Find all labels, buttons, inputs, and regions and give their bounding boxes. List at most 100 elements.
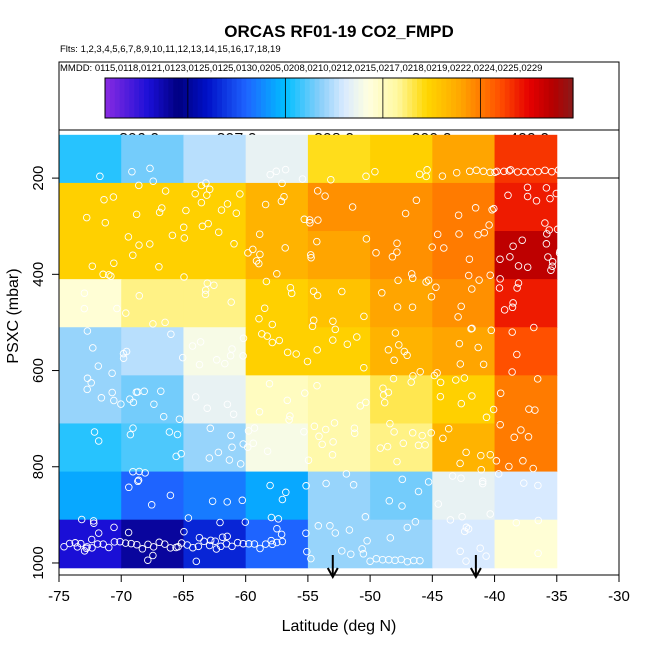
sample-point	[113, 304, 121, 313]
sample-point	[408, 303, 417, 311]
sample-point	[496, 275, 504, 283]
colorbar-segment	[456, 78, 462, 118]
sample-point	[433, 230, 442, 239]
sample-point	[192, 557, 201, 566]
sample-point	[464, 271, 473, 280]
sample-point	[399, 439, 408, 448]
y-tick-label: 200	[30, 166, 47, 191]
sample-point	[534, 481, 542, 490]
sample-point	[286, 412, 294, 420]
sample-point	[273, 538, 281, 547]
colorbar-frame	[104, 77, 574, 119]
sample-point	[168, 231, 177, 240]
x-tick-label: -30	[608, 588, 630, 605]
colorbar-segment	[368, 78, 374, 118]
heatmap-cell	[494, 423, 558, 473]
colorbar-segment	[105, 78, 111, 118]
heatmap-cell	[307, 327, 371, 376]
sample-point	[300, 427, 308, 436]
sample-point	[60, 542, 68, 551]
sample-point	[454, 313, 462, 321]
sample-point	[436, 378, 445, 387]
sample-point	[110, 538, 119, 546]
sample-point	[465, 255, 474, 263]
sample-point	[407, 378, 415, 386]
sample-point	[125, 483, 133, 492]
colorbar-segment	[412, 78, 418, 118]
colorbar-segment	[246, 78, 252, 118]
sample-point	[90, 519, 98, 527]
colorbar-segment	[397, 78, 403, 118]
heatmap-cell	[307, 471, 371, 521]
sample-point	[223, 200, 232, 208]
sample-point	[135, 181, 143, 190]
sample-point	[440, 244, 448, 252]
sample-point	[422, 172, 430, 181]
sample-point	[360, 363, 368, 372]
colorbar-segment	[436, 78, 442, 118]
colorbar-segment	[163, 78, 169, 118]
sample-point	[350, 429, 359, 437]
heatmap-cell	[59, 182, 122, 232]
sample-point	[412, 196, 421, 205]
sample-point	[548, 258, 557, 266]
sample-point	[277, 530, 286, 539]
colorbar-segment	[319, 78, 325, 118]
sample-point	[141, 469, 149, 477]
colorbar-segment	[144, 78, 150, 118]
colorbar-segment	[348, 78, 355, 118]
colorbar-segment	[460, 78, 467, 118]
sample-point	[280, 192, 288, 201]
sample-point	[489, 405, 498, 414]
heatmap-cell	[370, 279, 433, 328]
sample-point	[197, 181, 206, 190]
sample-point	[167, 330, 175, 338]
sample-point	[221, 359, 229, 368]
sample-point	[386, 534, 395, 542]
heatmap-cell	[59, 279, 122, 328]
sample-point	[100, 195, 108, 204]
sample-point	[548, 262, 557, 270]
sample-point	[454, 211, 463, 219]
sample-point	[309, 316, 318, 325]
sample-point	[523, 192, 532, 201]
heatmap-cell	[245, 471, 309, 521]
sample-point	[589, 168, 597, 176]
colorbar-segment	[304, 78, 311, 118]
sample-point	[506, 253, 514, 261]
sample-point	[467, 325, 475, 333]
sample-point	[553, 225, 562, 234]
heatmap-cell	[432, 519, 496, 569]
sample-point	[161, 187, 170, 195]
sample-point	[393, 248, 401, 256]
sample-point	[239, 334, 248, 343]
sample-point	[166, 491, 175, 500]
sample-point	[310, 422, 319, 431]
sample-point	[403, 351, 411, 360]
sample-point	[135, 292, 144, 300]
y-tick-label: 600	[30, 358, 47, 383]
sample-point	[313, 346, 321, 354]
sample-point	[512, 518, 521, 527]
sample-point	[390, 356, 398, 365]
sample-point	[283, 348, 292, 357]
sample-point	[432, 283, 440, 291]
sample-point	[416, 556, 424, 565]
sample-point	[146, 240, 154, 248]
colorbar-segment	[519, 78, 525, 118]
sample-point	[180, 273, 188, 281]
colorbar-segment	[114, 78, 121, 118]
heatmap-cell	[121, 279, 184, 328]
sample-point	[208, 497, 217, 505]
sample-point	[327, 175, 335, 184]
sample-point	[546, 194, 554, 203]
sample-point	[348, 203, 357, 211]
sample-point	[260, 304, 269, 312]
sample-point	[508, 303, 517, 312]
sample-point	[195, 360, 204, 369]
colorbar-segment	[417, 78, 423, 118]
sample-point	[542, 240, 551, 248]
heatmap-cell	[59, 327, 122, 376]
heatmap-cell	[121, 231, 184, 280]
sample-point	[315, 432, 323, 441]
